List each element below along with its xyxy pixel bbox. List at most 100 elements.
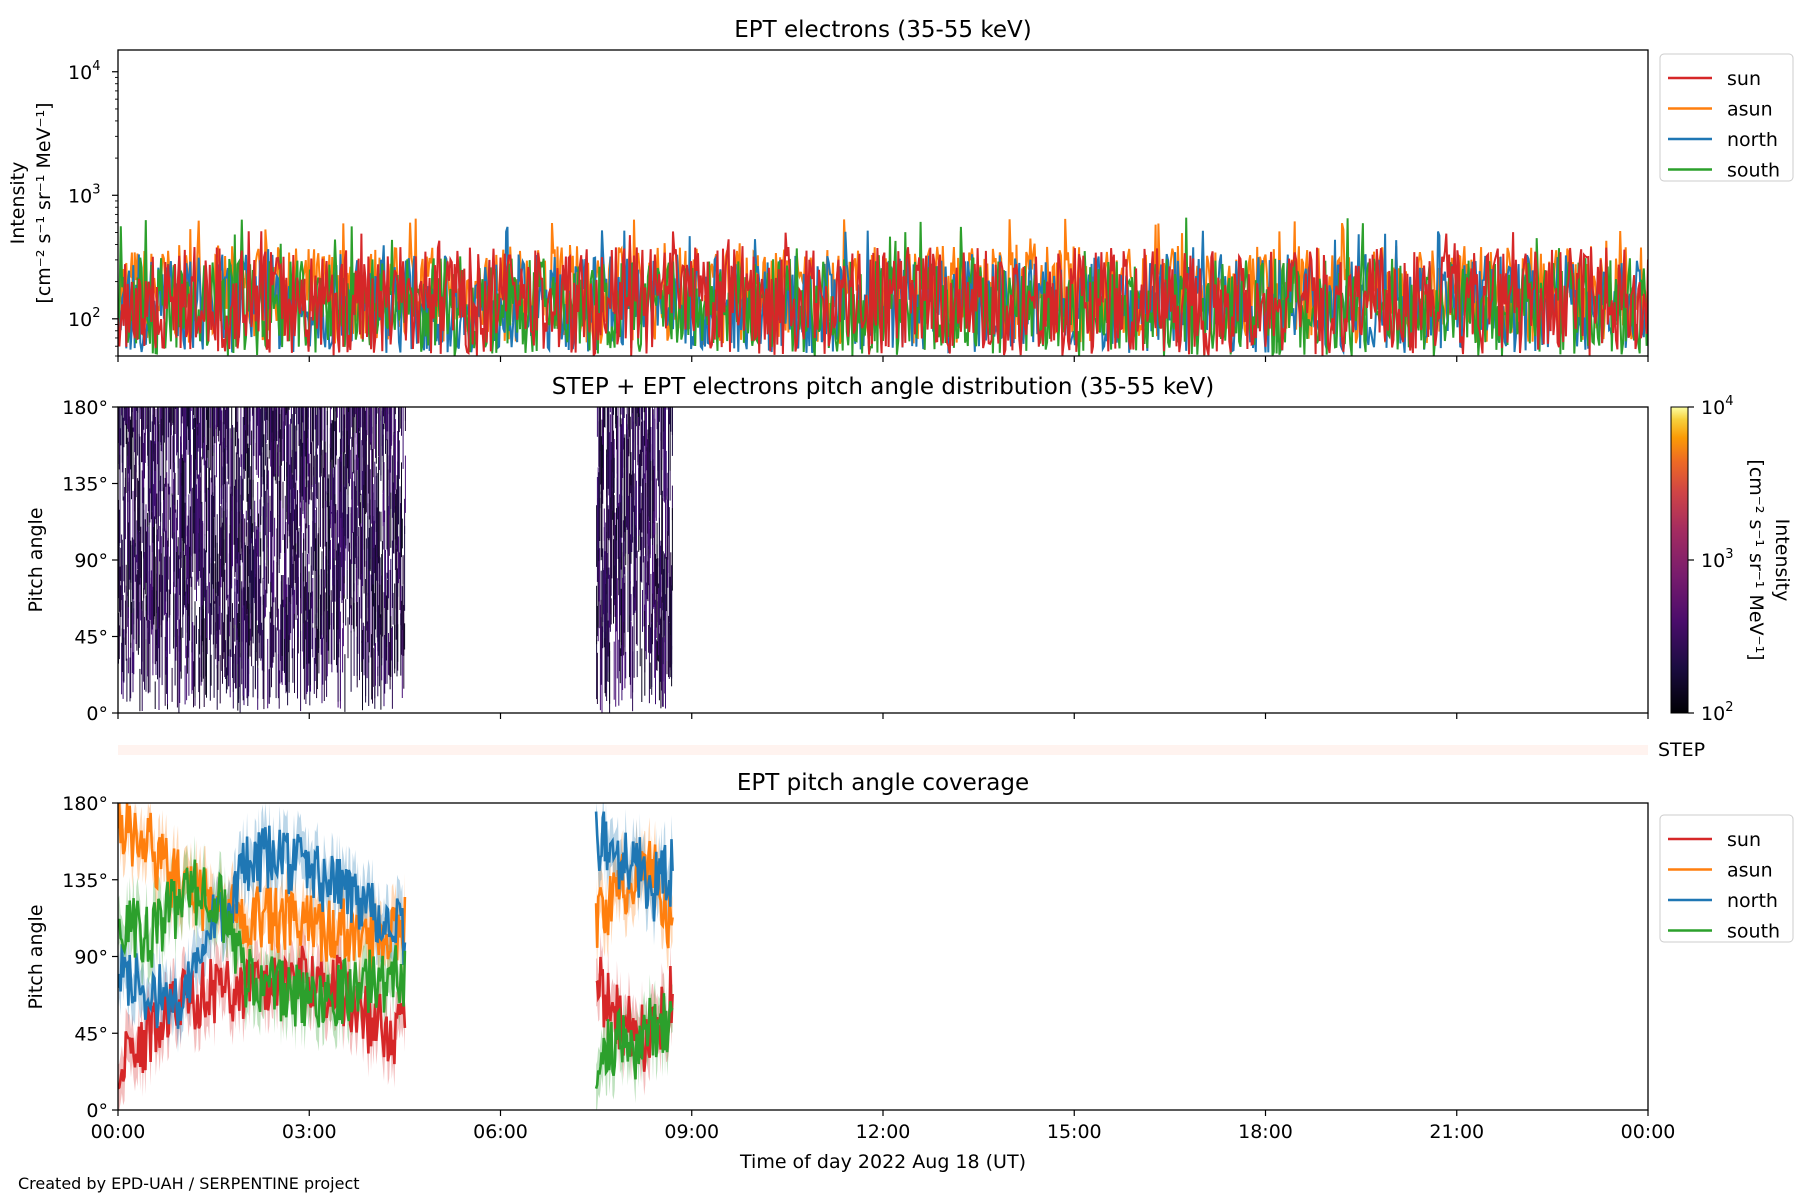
legend-box — [1659, 814, 1794, 943]
heatmap-cell — [216, 407, 218, 428]
heatmap-cell — [621, 418, 623, 491]
heatmap-cell — [127, 407, 129, 429]
heatmap-cell — [329, 519, 331, 550]
heatmap-cell — [207, 407, 209, 428]
heatmap-cell — [206, 445, 207, 553]
heatmap-cell — [247, 407, 249, 436]
heatmap-cell — [169, 556, 171, 615]
heatmap-cell — [157, 407, 158, 426]
heatmap-cell — [293, 586, 295, 628]
heatmap-cell — [291, 556, 293, 659]
heatmap-cell — [159, 407, 161, 424]
heatmap-cell — [321, 551, 323, 660]
heatmap-cell — [609, 414, 611, 498]
heatmap-cell — [279, 629, 281, 684]
heatmap-cell — [608, 407, 610, 496]
heatmap-cell — [354, 407, 356, 438]
heatmap-cell — [277, 407, 279, 448]
heatmap-cell — [655, 558, 657, 628]
heatmap-cell — [300, 422, 302, 532]
heatmap-cell — [302, 467, 304, 514]
heatmap-cell — [176, 587, 178, 647]
heatmap-cell — [334, 421, 336, 495]
heatmap-cell — [248, 448, 250, 478]
heatmap-cell — [180, 549, 181, 640]
heatmap-cell — [609, 407, 611, 413]
heatmap-cell — [615, 527, 617, 633]
heatmap-cell — [378, 605, 380, 656]
heatmap-cell — [241, 520, 243, 552]
panel3-xlabel: Time of day 2022 Aug 18 (UT) — [739, 1151, 1026, 1173]
heatmap-cell — [281, 575, 283, 656]
heatmap-cell — [341, 485, 343, 603]
heatmap-cell — [245, 407, 247, 454]
heatmap-cell — [343, 484, 345, 577]
colorbar-label-line2: [cm⁻² s⁻¹ sr⁻¹ MeV⁻¹] — [1745, 459, 1767, 660]
heatmap-cell — [234, 578, 236, 625]
panel1-legend: sun asun north south — [1659, 53, 1794, 182]
heatmap-cell — [664, 407, 666, 477]
y-tick-label: 102 — [68, 306, 100, 331]
heatmap-cell — [264, 505, 266, 571]
heatmap-cell — [344, 654, 346, 712]
heatmap-cell — [133, 601, 135, 640]
heatmap-cell — [276, 562, 278, 618]
heatmap-cell — [160, 553, 162, 638]
heatmap-cell — [257, 668, 259, 710]
heatmap-cell — [167, 483, 169, 547]
heatmap-cell — [140, 407, 142, 419]
heatmap-cell — [184, 502, 186, 596]
heatmap-cell — [147, 571, 149, 677]
heatmap-cell — [329, 407, 331, 448]
heatmap-cell — [121, 565, 123, 610]
heatmap-cell — [292, 499, 294, 550]
heatmap-cell — [369, 469, 371, 559]
heatmap-cell — [404, 498, 406, 534]
heatmap-cell — [616, 416, 618, 520]
heatmap-cell — [224, 407, 226, 449]
heatmap-cell — [153, 527, 155, 625]
heatmap-cell — [244, 407, 246, 425]
heatmap-cell — [607, 407, 609, 489]
heatmap-cell — [186, 525, 188, 560]
heatmap-cell — [157, 606, 159, 649]
heatmap-cell — [146, 531, 148, 621]
heatmap-cell — [150, 583, 152, 621]
heatmap-cell — [203, 407, 205, 466]
heatmap-cell — [369, 407, 371, 445]
heatmap-cell — [629, 615, 630, 678]
heatmap-cell — [120, 585, 122, 617]
heatmap-cell — [668, 615, 669, 677]
heatmap-cell — [329, 462, 331, 529]
heatmap-cell — [349, 542, 350, 599]
heatmap-cell — [185, 591, 187, 659]
heatmap-cell — [299, 407, 301, 493]
heatmap-cell — [612, 407, 614, 473]
heatmap-cell — [645, 483, 647, 595]
heatmap-cell — [141, 587, 142, 675]
heatmap-cell — [248, 493, 250, 577]
heatmap-cell — [261, 407, 263, 477]
heatmap-cell — [294, 407, 296, 414]
heatmap-cell — [631, 497, 633, 552]
heatmap-cell — [350, 630, 352, 692]
heatmap-cell — [258, 527, 259, 569]
heatmap-cell — [603, 527, 605, 633]
heatmap-cell — [134, 457, 136, 547]
heatmap-cell — [131, 613, 133, 673]
heatmap-cell — [124, 407, 126, 410]
heatmap-cell — [402, 555, 404, 585]
heatmap-cell — [401, 407, 402, 436]
heatmap-cell — [183, 445, 185, 544]
heatmap-cell — [263, 434, 265, 503]
heatmap-cell — [186, 407, 188, 427]
heatmap-cell — [599, 407, 601, 509]
heatmap-cell — [316, 407, 318, 449]
heatmap-cell — [242, 586, 244, 696]
heatmap-cell — [260, 538, 262, 584]
heatmap-cell — [604, 407, 606, 428]
heatmap-cell — [152, 407, 154, 454]
coverage-line-north — [118, 825, 407, 1029]
heatmap-cell — [240, 407, 242, 467]
heatmap-cell — [180, 460, 182, 568]
